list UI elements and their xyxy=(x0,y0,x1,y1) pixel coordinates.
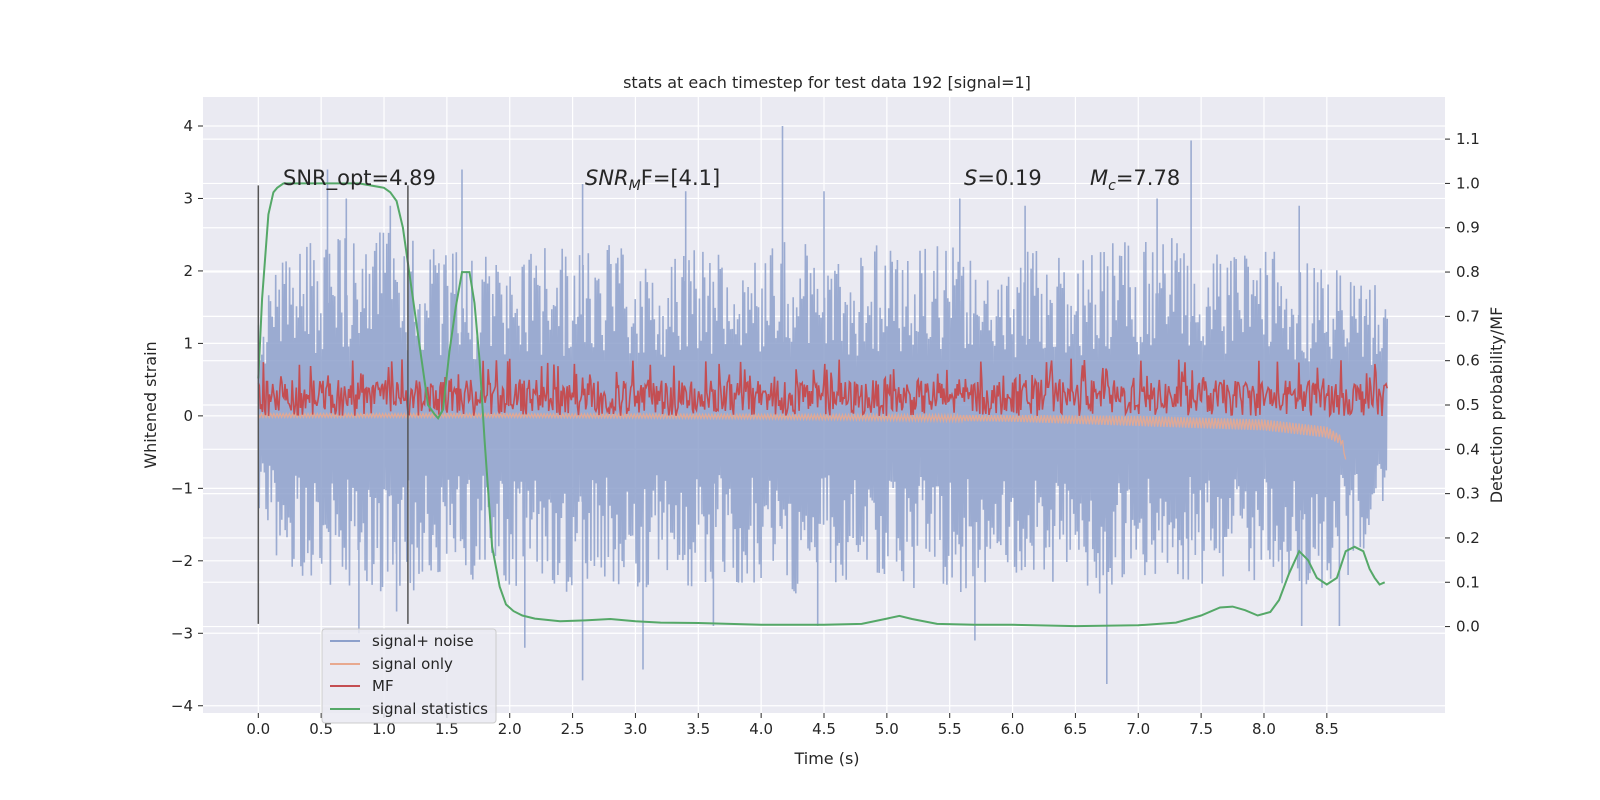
legend-box xyxy=(321,628,497,724)
x-tick-label: 4.0 xyxy=(749,720,773,738)
x-tick-label: 5.5 xyxy=(938,720,962,738)
y-right-tick-label: 0.8 xyxy=(1456,263,1480,281)
annotation-snr-mf-subscript: M xyxy=(629,178,641,194)
annotation-mc-subscript: c xyxy=(1108,178,1116,194)
legend-label-signal-noise: signal+ noise xyxy=(372,632,474,650)
x-tick-label: 3.5 xyxy=(686,720,710,738)
annotation-snr-mf-symbol: SNR xyxy=(585,166,629,190)
y-right-tick-label: 1.0 xyxy=(1456,174,1480,192)
annotation-mc-symbol: M xyxy=(1090,166,1108,190)
y-axis-right: 1.1 1.0 0.9 0.8 0.7 0.6 0.5 0.4 0.3 0.2 0.1 0.0 xyxy=(1445,130,1480,636)
legend-label-mf: MF xyxy=(372,677,394,695)
x-tick-label: 5.0 xyxy=(875,720,899,738)
x-tick-label: 3.0 xyxy=(624,720,648,738)
y-tick-label: −4 xyxy=(171,697,193,715)
y-right-tick-label: 0.4 xyxy=(1456,440,1480,458)
y-tick-label: 0 xyxy=(183,407,193,425)
y-axis-right-label: Detection probability/MF xyxy=(1487,307,1506,504)
annotation-snr-mf-value: F=[4.1] xyxy=(641,166,720,190)
annotation-snr-mf: SNRMF=[4.1] xyxy=(585,166,720,194)
x-tick-label: 7.5 xyxy=(1189,720,1213,738)
x-tick-label: 6.5 xyxy=(1063,720,1087,738)
x-tick-label: 0.5 xyxy=(309,720,333,738)
y-tick-label: 4 xyxy=(183,117,193,135)
series-signal-statistics xyxy=(257,182,1386,628)
series-layer xyxy=(257,126,1388,684)
y-tick-label: −3 xyxy=(171,624,193,642)
x-tick-label: 0.0 xyxy=(246,720,270,738)
y-axis-left: 4 3 2 1 0 −1 −2 −3 −4 xyxy=(171,117,203,715)
x-tick-label: 2.0 xyxy=(498,720,522,738)
y-right-tick-label: 0.2 xyxy=(1456,529,1480,547)
y-tick-label: 1 xyxy=(183,334,193,352)
y-axis-label: Whitened strain xyxy=(141,341,160,468)
series-mf xyxy=(257,358,1388,419)
y-tick-label: 3 xyxy=(183,189,193,207)
annotation-snr-opt: SNR_opt=4.89 xyxy=(283,166,436,191)
x-tick-label: 6.0 xyxy=(1001,720,1025,738)
x-tick-label: 1.0 xyxy=(372,720,396,738)
x-tick-label: 2.5 xyxy=(561,720,585,738)
y-right-tick-label: 0.9 xyxy=(1456,219,1480,237)
annotation-s-value: =0.19 xyxy=(977,166,1041,190)
series-signal-noise xyxy=(257,126,1388,684)
x-tick-label: 1.5 xyxy=(435,720,459,738)
x-axis: 0.0 0.5 1.0 1.5 2.0 2.5 3.0 3.5 4.0 4.5 5.0 5.5 6.0 6… xyxy=(246,713,1339,738)
annotation-mc: Mc=7.78 xyxy=(1090,166,1180,194)
legend-label-signal-only: signal only xyxy=(372,655,453,673)
y-right-tick-label: 0.1 xyxy=(1456,573,1480,591)
vertical-markers xyxy=(257,185,409,624)
x-tick-label: 7.0 xyxy=(1126,720,1150,738)
legend: signal+ noise signal only MF signal stat… xyxy=(321,628,497,724)
x-axis-label: Time (s) xyxy=(793,749,859,768)
y-right-tick-label: 0.5 xyxy=(1456,396,1480,414)
y-right-tick-label: 0.6 xyxy=(1456,352,1480,370)
y-tick-label: −1 xyxy=(171,479,193,497)
x-tick-label: 8.5 xyxy=(1315,720,1339,738)
y-tick-label: 2 xyxy=(183,262,193,280)
y-right-tick-label: 0.7 xyxy=(1456,307,1480,325)
y-tick-label: −2 xyxy=(171,552,193,570)
y-right-tick-label: 0.0 xyxy=(1456,618,1480,636)
annotation-mc-value: =7.78 xyxy=(1116,166,1180,190)
y-right-tick-label: 1.1 xyxy=(1456,130,1480,148)
y-right-tick-label: 0.3 xyxy=(1456,485,1480,503)
x-tick-label: 8.0 xyxy=(1252,720,1276,738)
chart-title: stats at each timestep for test data 192… xyxy=(623,73,1031,92)
annotation-s-symbol: S xyxy=(964,166,977,190)
legend-label-signal-statistics: signal statistics xyxy=(372,700,488,718)
annotation-s: S=0.19 xyxy=(964,166,1042,190)
x-tick-label: 4.5 xyxy=(812,720,836,738)
